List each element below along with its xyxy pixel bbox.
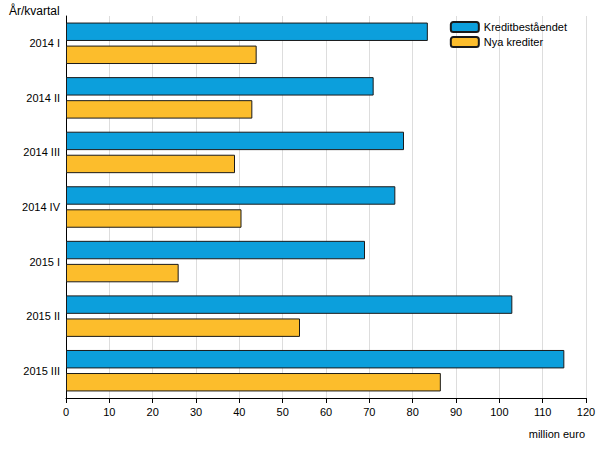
svg-text:2015 II: 2015 II bbox=[26, 310, 60, 322]
svg-text:0: 0 bbox=[63, 406, 69, 418]
svg-text:50: 50 bbox=[277, 406, 289, 418]
svg-text:Kreditbeståendet: Kreditbeståendet bbox=[484, 21, 567, 33]
svg-text:2014 IV: 2014 IV bbox=[22, 201, 61, 213]
svg-text:40: 40 bbox=[233, 406, 245, 418]
svg-text:År/kvartal: År/kvartal bbox=[9, 3, 60, 18]
svg-text:90: 90 bbox=[450, 406, 462, 418]
svg-text:70: 70 bbox=[363, 406, 375, 418]
svg-text:60: 60 bbox=[320, 406, 332, 418]
svg-text:20: 20 bbox=[147, 406, 159, 418]
svg-text:100: 100 bbox=[490, 406, 508, 418]
svg-text:2014 I: 2014 I bbox=[29, 37, 60, 49]
svg-text:2014 II: 2014 II bbox=[26, 92, 60, 104]
svg-text:30: 30 bbox=[190, 406, 202, 418]
svg-text:Nya krediter: Nya krediter bbox=[484, 36, 544, 48]
svg-text:2015 III: 2015 III bbox=[23, 365, 60, 377]
svg-text:2015 I: 2015 I bbox=[29, 256, 60, 268]
svg-text:10: 10 bbox=[103, 406, 115, 418]
svg-text:120: 120 bbox=[577, 406, 595, 418]
svg-text:million euro: million euro bbox=[529, 428, 585, 440]
svg-text:2014 III: 2014 III bbox=[23, 146, 60, 158]
svg-text:110: 110 bbox=[534, 406, 552, 418]
svg-text:80: 80 bbox=[407, 406, 419, 418]
